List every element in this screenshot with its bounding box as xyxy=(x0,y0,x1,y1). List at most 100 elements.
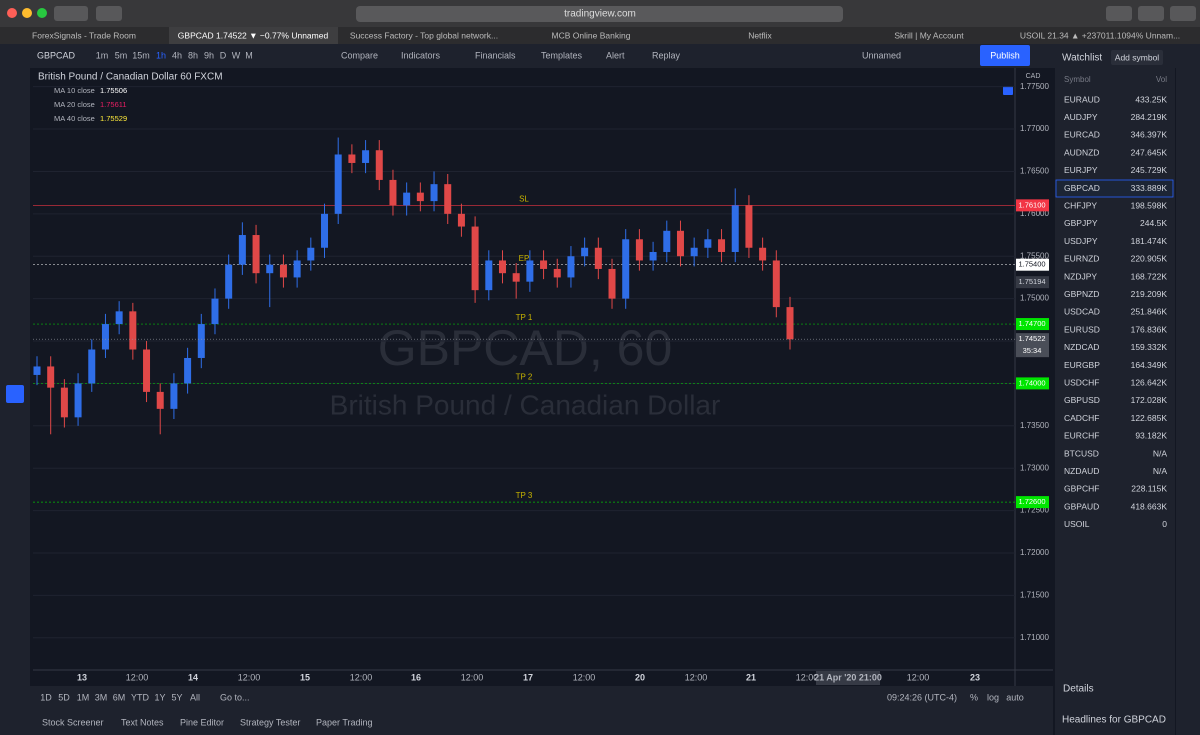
candle-body xyxy=(348,154,356,163)
panel-tab[interactable]: Pine Editor xyxy=(180,717,224,727)
watch-symbol[interactable]: GBPCAD xyxy=(1064,183,1100,193)
watch-vol: 172.028K xyxy=(1131,395,1168,405)
close-dot[interactable] xyxy=(7,8,17,18)
watch-symbol[interactable]: GBPNZD xyxy=(1064,289,1099,299)
range-button[interactable]: 1D xyxy=(40,692,52,702)
interval[interactable]: 9h xyxy=(204,50,214,60)
browser-tab[interactable]: USOIL 21.34 ▲ +237011.1094% Unnam... xyxy=(1020,30,1180,40)
toolbar-button[interactable]: Alert xyxy=(606,50,625,60)
range-button[interactable]: 5D xyxy=(58,692,70,702)
candle-body xyxy=(334,154,342,214)
browser-tab[interactable]: MCB Online Banking xyxy=(552,30,631,40)
watch-symbol[interactable]: EURJPY xyxy=(1064,165,1098,175)
address-bar[interactable] xyxy=(356,6,843,22)
browser-tab[interactable]: Skrill | My Account xyxy=(894,30,964,40)
goto[interactable]: Go to... xyxy=(220,692,250,702)
share[interactable] xyxy=(1138,6,1164,21)
y-tick-label: 1.76000 xyxy=(1020,209,1049,218)
url: tradingview.com xyxy=(564,9,636,20)
watch-symbol[interactable]: GBPJPY xyxy=(1064,218,1098,228)
watch-symbol[interactable]: EURGBP xyxy=(1064,360,1100,370)
watch-symbol[interactable]: EURNZD xyxy=(1064,254,1099,264)
watch-symbol[interactable]: USOIL xyxy=(1064,519,1090,529)
y-tick-label: 1.75000 xyxy=(1020,294,1049,303)
publish-button[interactable] xyxy=(980,45,1030,66)
range-button[interactable]: 5Y xyxy=(171,692,182,702)
scale-option[interactable]: log xyxy=(987,692,999,702)
fit-button[interactable] xyxy=(1003,86,1013,95)
panel-tab[interactable]: Paper Trading xyxy=(316,717,373,727)
details[interactable]: Details xyxy=(1063,684,1094,695)
interval[interactable]: 8h xyxy=(188,50,198,60)
toolbar-button[interactable]: Compare xyxy=(341,50,378,60)
tabs-button[interactable] xyxy=(1170,6,1196,21)
scale-option[interactable]: % xyxy=(970,692,978,702)
watch-symbol[interactable]: AUDNZD xyxy=(1064,147,1099,157)
layout-name[interactable]: Unnamed xyxy=(862,50,901,60)
watch-symbol[interactable]: CHFJPY xyxy=(1064,200,1097,210)
panel-tab[interactable]: Strategy Tester xyxy=(240,717,300,727)
add-symbol[interactable]: Add symbol xyxy=(1115,52,1160,62)
candle-body xyxy=(252,235,260,274)
watch-symbol[interactable]: EURAUD xyxy=(1064,94,1100,104)
sidebar-button[interactable] xyxy=(96,6,122,21)
watch-vol: 164.349K xyxy=(1131,360,1168,370)
watch-symbol[interactable]: CADCHF xyxy=(1064,413,1099,423)
interval[interactable]: D xyxy=(220,50,227,60)
watch-symbol[interactable]: EURUSD xyxy=(1064,324,1100,334)
range-button[interactable]: 6M xyxy=(113,692,126,702)
interval[interactable]: 5m xyxy=(115,50,128,60)
interval[interactable]: 4h xyxy=(172,50,182,60)
browser-tab[interactable]: GBPCAD 1.74522 ▼ −0.77% Unnamed xyxy=(178,30,329,40)
watch-symbol[interactable]: GBPAUD xyxy=(1064,501,1099,511)
interval[interactable]: 1h xyxy=(156,50,166,60)
watch-symbol[interactable]: GBPUSD xyxy=(1064,395,1100,405)
interval[interactable]: W xyxy=(232,50,241,60)
range-button[interactable]: All xyxy=(190,692,200,702)
nav-buttons[interactable] xyxy=(54,6,88,21)
download[interactable] xyxy=(1106,6,1132,21)
watch-symbol[interactable]: NZDJPY xyxy=(1064,271,1097,281)
scale-option[interactable]: auto xyxy=(1006,692,1024,702)
interval[interactable]: 1m xyxy=(96,50,109,60)
browser-tab[interactable]: Netflix xyxy=(748,30,772,40)
watch-symbol[interactable]: USDCAD xyxy=(1064,307,1100,317)
watch-symbol[interactable]: USDCHF xyxy=(1064,377,1099,387)
add-symbol-bg[interactable] xyxy=(1111,50,1163,65)
range-button[interactable]: 1Y xyxy=(154,692,165,702)
symbol[interactable]: GBPCAD xyxy=(37,50,76,60)
watch-symbol[interactable]: BTCUSD xyxy=(1064,448,1099,458)
toolbar-button[interactable]: Financials xyxy=(475,50,516,60)
range-button[interactable]: 3M xyxy=(95,692,108,702)
interval[interactable]: 15m xyxy=(132,50,150,60)
panel-tab[interactable]: Stock Screener xyxy=(42,717,104,727)
watch-vol: 247.645K xyxy=(1131,147,1168,157)
watch-symbol[interactable]: EURCAD xyxy=(1064,130,1100,140)
watch-symbol[interactable]: EURCHF xyxy=(1064,431,1099,441)
interval[interactable]: M xyxy=(245,50,253,60)
level-label: EP xyxy=(519,254,530,263)
max-dot[interactable] xyxy=(37,8,47,18)
browser-tab[interactable]: Success Factory - Top global network... xyxy=(350,30,498,40)
panel-tab[interactable]: Text Notes xyxy=(121,717,164,727)
headlines[interactable]: Headlines for GBPCAD xyxy=(1062,715,1166,726)
x-tick-label: 17 xyxy=(523,672,533,682)
range-button[interactable]: 1M xyxy=(77,692,90,702)
watch-symbol[interactable]: USDJPY xyxy=(1064,236,1098,246)
toolbar-button[interactable]: Indicators xyxy=(401,50,441,60)
candle-body xyxy=(197,324,205,358)
toolbar-button[interactable]: Templates xyxy=(541,50,583,60)
publish-label[interactable]: Publish xyxy=(990,50,1020,60)
watch-symbol[interactable]: AUDJPY xyxy=(1064,112,1098,122)
watch-symbol[interactable]: NZDAUD xyxy=(1064,466,1099,476)
watch-vol: 0 xyxy=(1162,519,1167,529)
active-tool[interactable] xyxy=(6,385,24,403)
browser-tab[interactable]: ForexSignals - Trade Room xyxy=(32,30,136,40)
watch-symbol[interactable]: NZDCAD xyxy=(1064,342,1099,352)
x-tick-label: 23 xyxy=(970,672,980,682)
toolbar-button[interactable]: Replay xyxy=(652,50,681,60)
range-button[interactable]: YTD xyxy=(131,692,150,702)
watchlist-title[interactable]: Watchlist xyxy=(1062,53,1102,64)
min-dot[interactable] xyxy=(22,8,32,18)
watch-symbol[interactable]: GBPCHF xyxy=(1064,484,1099,494)
